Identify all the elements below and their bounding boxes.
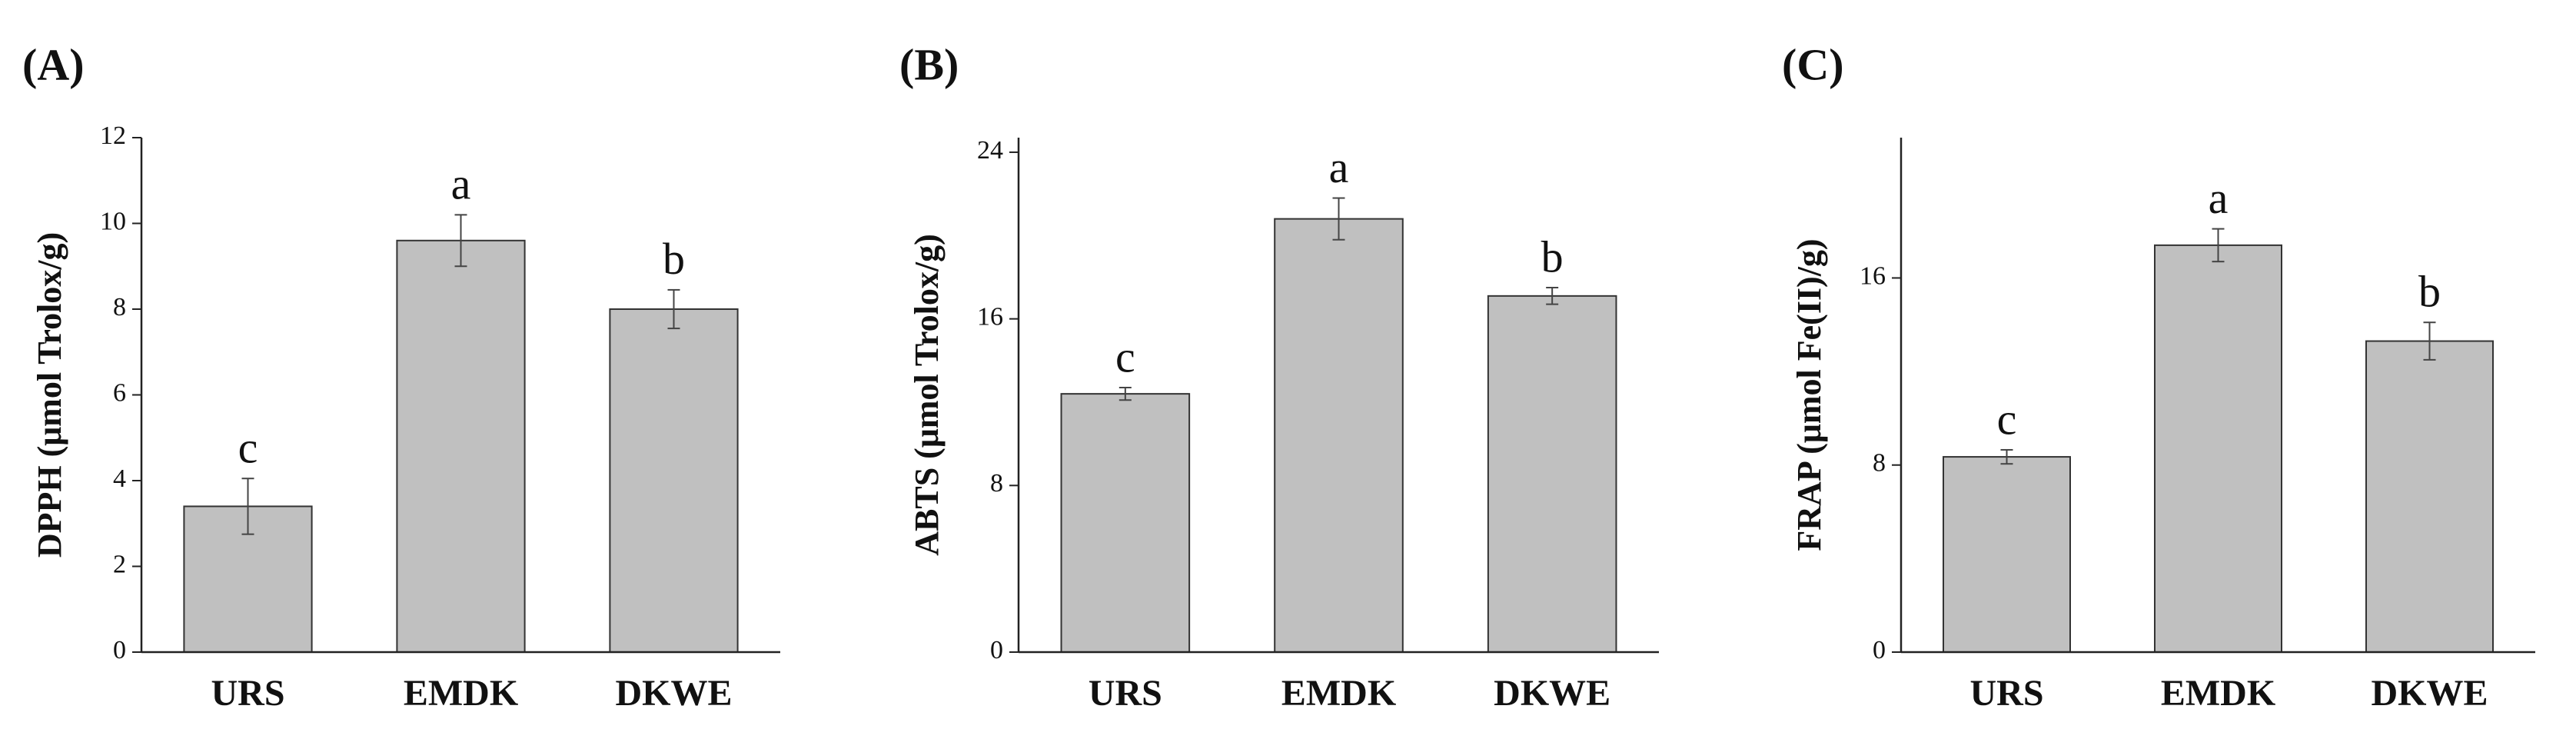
significance-letter: c bbox=[1115, 331, 1135, 381]
bar bbox=[2365, 340, 2494, 653]
bar bbox=[1274, 218, 1404, 653]
y-tick-label: 10 bbox=[100, 207, 126, 235]
significance-letter: c bbox=[1997, 394, 2017, 444]
bar bbox=[396, 239, 526, 653]
bar bbox=[2154, 244, 2282, 653]
significance-letter: a bbox=[451, 159, 471, 209]
x-tick-label: EMDK bbox=[2161, 673, 2275, 714]
significance-letter: c bbox=[238, 423, 258, 473]
significance-letter: a bbox=[1329, 142, 1349, 192]
panel-label: (B) bbox=[899, 39, 959, 89]
bar bbox=[609, 308, 739, 653]
significance-letter: b bbox=[663, 234, 685, 284]
x-tick-label: DKWE bbox=[1494, 673, 1610, 714]
significance-letter: a bbox=[2209, 173, 2229, 223]
y-tick-label: 0 bbox=[990, 636, 1003, 664]
significance-letter: b bbox=[1541, 231, 1564, 281]
panel-label: (C) bbox=[1782, 39, 1844, 89]
y-axis-label: ABTS (μmol Trolox/g) bbox=[908, 234, 946, 556]
y-tick-label: 8 bbox=[990, 469, 1003, 498]
bar bbox=[1487, 295, 1617, 653]
y-tick-label: 6 bbox=[113, 378, 126, 407]
y-tick-label: 4 bbox=[113, 464, 126, 493]
x-tick-label: EMDK bbox=[1281, 673, 1396, 714]
y-axis-label: FRAP (μmol Fe(II)/g) bbox=[1790, 238, 1828, 551]
y-tick-label: 8 bbox=[1873, 449, 1886, 478]
y-axis-label: DPPH (μmol Trolox/g) bbox=[31, 232, 68, 558]
y-tick-label: 16 bbox=[977, 302, 1003, 331]
bar bbox=[1060, 393, 1191, 653]
y-tick-label: 0 bbox=[1873, 636, 1886, 664]
x-tick-label: EMDK bbox=[404, 673, 518, 714]
y-tick-label: 16 bbox=[1860, 261, 1886, 290]
y-tick-label: 0 bbox=[113, 636, 126, 664]
bar bbox=[1943, 456, 2071, 654]
y-tick-label: 24 bbox=[977, 136, 1003, 165]
x-tick-label: URS bbox=[1089, 673, 1162, 714]
x-tick-label: DKWE bbox=[615, 673, 732, 714]
x-tick-label: URS bbox=[1969, 673, 2043, 714]
panel-label: (A) bbox=[22, 39, 85, 89]
x-tick-label: DKWE bbox=[2371, 673, 2488, 714]
x-tick-label: URS bbox=[211, 673, 284, 714]
significance-letter: b bbox=[2418, 267, 2441, 317]
y-tick-label: 2 bbox=[113, 550, 126, 578]
y-tick-label: 12 bbox=[100, 122, 126, 150]
y-tick-label: 8 bbox=[113, 293, 126, 321]
